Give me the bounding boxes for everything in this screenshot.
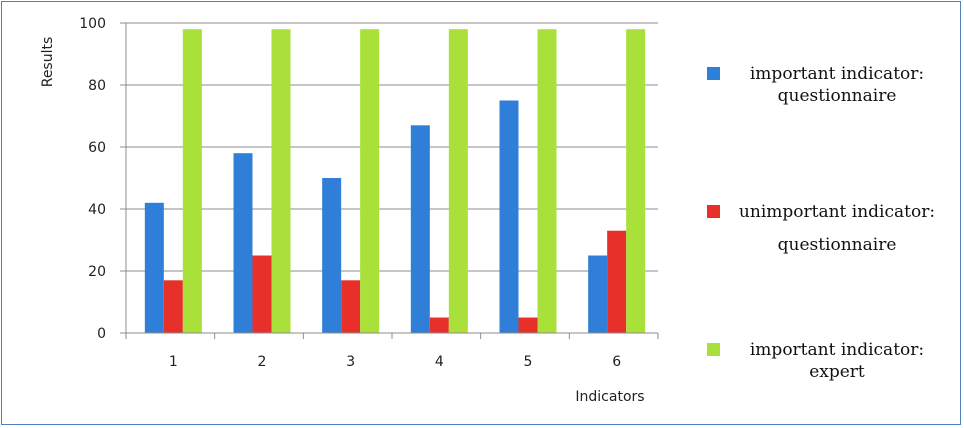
bar bbox=[341, 280, 361, 333]
y-tick-label: 80 bbox=[88, 78, 106, 94]
legend-label: important indicator: bbox=[750, 340, 924, 360]
y-tick-label: 60 bbox=[88, 140, 106, 156]
y-tick-label: 100 bbox=[79, 16, 106, 32]
bars bbox=[144, 29, 646, 333]
y-tick-label: 20 bbox=[88, 264, 106, 280]
bar bbox=[360, 29, 380, 333]
bar bbox=[163, 280, 183, 333]
x-tick-label: 5 bbox=[524, 354, 533, 370]
legend-label: questionnaire bbox=[778, 235, 897, 255]
bar bbox=[448, 29, 468, 333]
legend-swatch bbox=[707, 343, 720, 356]
bar bbox=[429, 317, 449, 333]
legend-swatch bbox=[707, 67, 720, 80]
y-axis-title: Results bbox=[40, 37, 56, 88]
legend: important indicator:questionnaireunimpor… bbox=[707, 64, 935, 382]
x-tick-labels: 1 2 3 4 5 6 bbox=[169, 354, 621, 370]
y-tick-labels: 0 20 40 60 80 100 bbox=[79, 16, 106, 342]
bar bbox=[410, 125, 430, 333]
bar bbox=[182, 29, 202, 333]
grid-lines bbox=[126, 22, 658, 272]
legend-item: important indicator:questionnaire bbox=[707, 64, 924, 106]
x-tick-label: 6 bbox=[612, 354, 621, 370]
legend-item: important indicator:expert bbox=[707, 340, 924, 382]
y-tick-label: 0 bbox=[97, 326, 106, 342]
x-axis-title: Indicators bbox=[575, 389, 644, 405]
bar bbox=[607, 230, 627, 333]
bar bbox=[252, 255, 272, 333]
axes bbox=[120, 22, 659, 339]
bar bbox=[518, 317, 538, 333]
bar bbox=[322, 178, 342, 333]
bar bbox=[537, 29, 557, 333]
legend-label: important indicator: bbox=[750, 64, 924, 84]
x-tick-label: 1 bbox=[169, 354, 178, 370]
x-tick-label: 3 bbox=[346, 354, 355, 370]
bar bbox=[144, 202, 164, 333]
bar bbox=[626, 29, 646, 333]
legend-label: unimportant indicator: bbox=[739, 202, 935, 222]
legend-item: unimportant indicator: questionnaire bbox=[707, 202, 935, 255]
x-tick-label: 4 bbox=[435, 354, 444, 370]
legend-label: questionnaire bbox=[778, 86, 897, 106]
legend-swatch bbox=[707, 205, 720, 218]
y-tick-label: 40 bbox=[88, 202, 106, 218]
bar bbox=[588, 255, 608, 333]
bar bbox=[499, 100, 519, 333]
bar bbox=[271, 29, 291, 333]
bar bbox=[233, 153, 253, 333]
x-tick-label: 2 bbox=[258, 354, 267, 370]
legend-label: expert bbox=[809, 362, 865, 382]
